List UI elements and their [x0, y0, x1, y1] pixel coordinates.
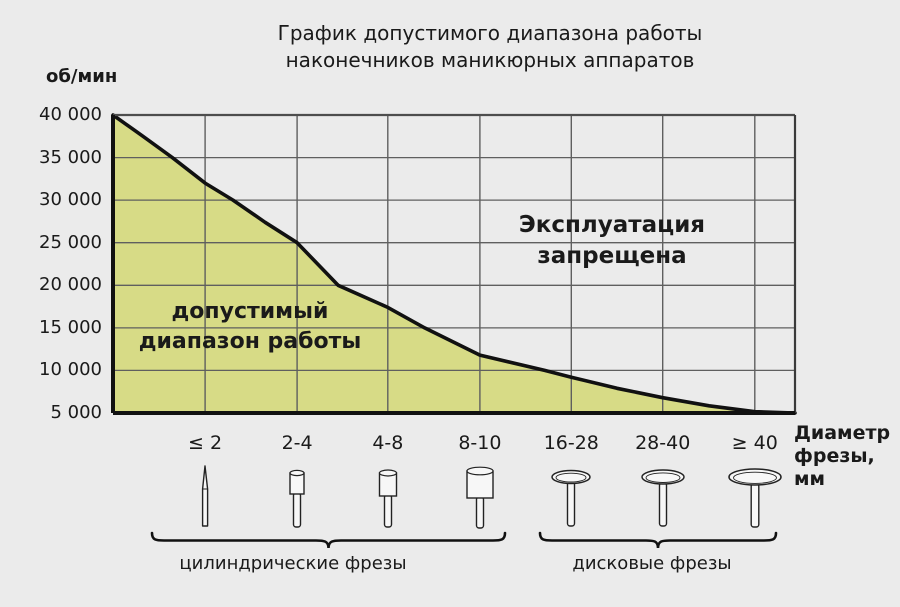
x-category-label: ≤ 2	[188, 432, 223, 454]
x-category-label: 28-40	[635, 432, 691, 454]
medium-cylinder-bur-icon	[378, 469, 398, 528]
disc-group-label: дисковые фрезы	[572, 553, 732, 574]
needle-bur-icon	[201, 465, 209, 527]
page-title: График допустимого диапазона работы нако…	[140, 20, 840, 74]
x-category-label: ≥ 40	[731, 432, 778, 454]
small-cylinder-bur-icon	[289, 469, 305, 528]
plot-area	[111, 113, 797, 415]
x-axis-title-line2: фрезы, мм	[794, 445, 875, 490]
y-tick-label: 35 000	[39, 146, 102, 168]
allowed-range-line2: диапазон работы	[138, 329, 362, 354]
y-tick-label: 5 000	[50, 402, 102, 423]
medium-disc-bur-icon	[641, 469, 685, 527]
small-disc-bur-icon	[551, 469, 591, 527]
allowed-range-line1: допустимый	[171, 299, 329, 324]
x-category-label: 4-8	[372, 432, 404, 454]
large-disc-bur-icon	[728, 468, 782, 528]
allowed-range-label: допустимый диапазон работы	[115, 297, 385, 357]
forbidden-range-label: Эксплуатация запрещена	[480, 210, 744, 272]
x-axis-title-line1: Диаметр	[794, 422, 891, 444]
cylindrical-group-label: цилиндрические фрезы	[179, 553, 407, 574]
disc-group-brace	[538, 531, 778, 549]
x-category-label: 2-4	[281, 432, 313, 454]
forbidden-range-line2: запрещена	[537, 243, 687, 269]
y-tick-label: 10 000	[39, 359, 102, 381]
page-title-line1: График допустимого диапазона работы	[277, 21, 703, 45]
large-cylinder-bur-icon	[466, 466, 494, 529]
y-tick-label: 30 000	[39, 189, 102, 211]
y-tick-label: 40 000	[39, 104, 102, 125]
y-axis-title: об/мин	[46, 66, 118, 87]
x-axis-title: Диаметр фрезы, мм	[794, 422, 900, 491]
y-tick-label: 15 000	[39, 316, 102, 338]
forbidden-range-line1: Эксплуатация	[518, 212, 706, 238]
y-tick-label: 20 000	[39, 274, 102, 296]
x-category-label: 16-28	[543, 432, 599, 454]
y-tick-label: 25 000	[39, 231, 102, 253]
cylindrical-group-brace	[150, 531, 507, 549]
page-title-line2: наконечников маникюрных аппаратов	[285, 48, 695, 72]
x-category-label: 8-10	[458, 432, 502, 454]
